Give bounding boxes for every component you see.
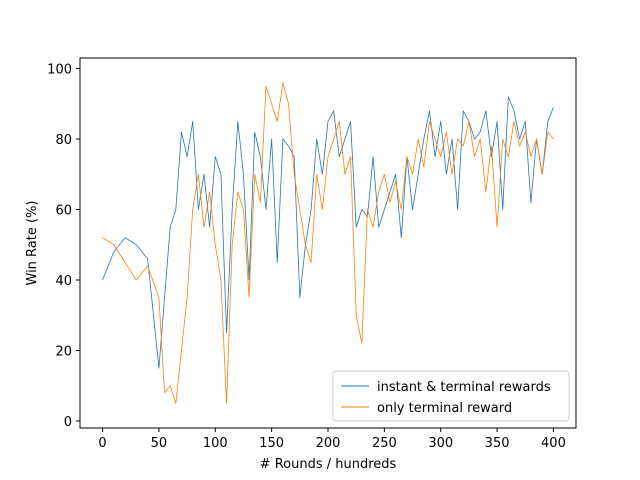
y-axis-ticks: 0 20 40 60 80 100 [47,63,80,430]
x-axis-label: # Rounds / hundreds [260,457,397,472]
plot-lines [102,82,554,404]
series-line-1 [102,82,554,404]
x-tick-label: 0 [98,436,106,451]
x-tick-label: 350 [485,436,510,451]
y-tick-label: 100 [47,63,72,78]
legend-label-instant-terminal: instant & terminal rewards [377,380,551,395]
y-tick-label: 60 [55,204,72,219]
y-tick-label: 20 [55,344,72,359]
x-tick-label: 300 [428,436,453,451]
y-axis-label: Win Rate (%) [25,201,40,286]
x-tick-label: 100 [203,436,228,451]
legend: instant & terminal rewards only terminal… [332,370,570,422]
y-tick-label: 40 [55,274,72,289]
x-tick-label: 150 [259,436,284,451]
x-tick-label: 400 [541,436,566,451]
y-tick-label: 0 [64,415,72,430]
legend-label-only-terminal: only terminal reward [377,401,512,416]
y-tick-label: 80 [55,133,72,148]
x-axis-ticks: 0 50 100 150 200 250 300 350 400 [98,428,566,451]
legend-box [332,370,570,422]
x-tick-label: 200 [316,436,341,451]
x-tick-label: 50 [151,436,168,451]
x-tick-label: 250 [372,436,397,451]
